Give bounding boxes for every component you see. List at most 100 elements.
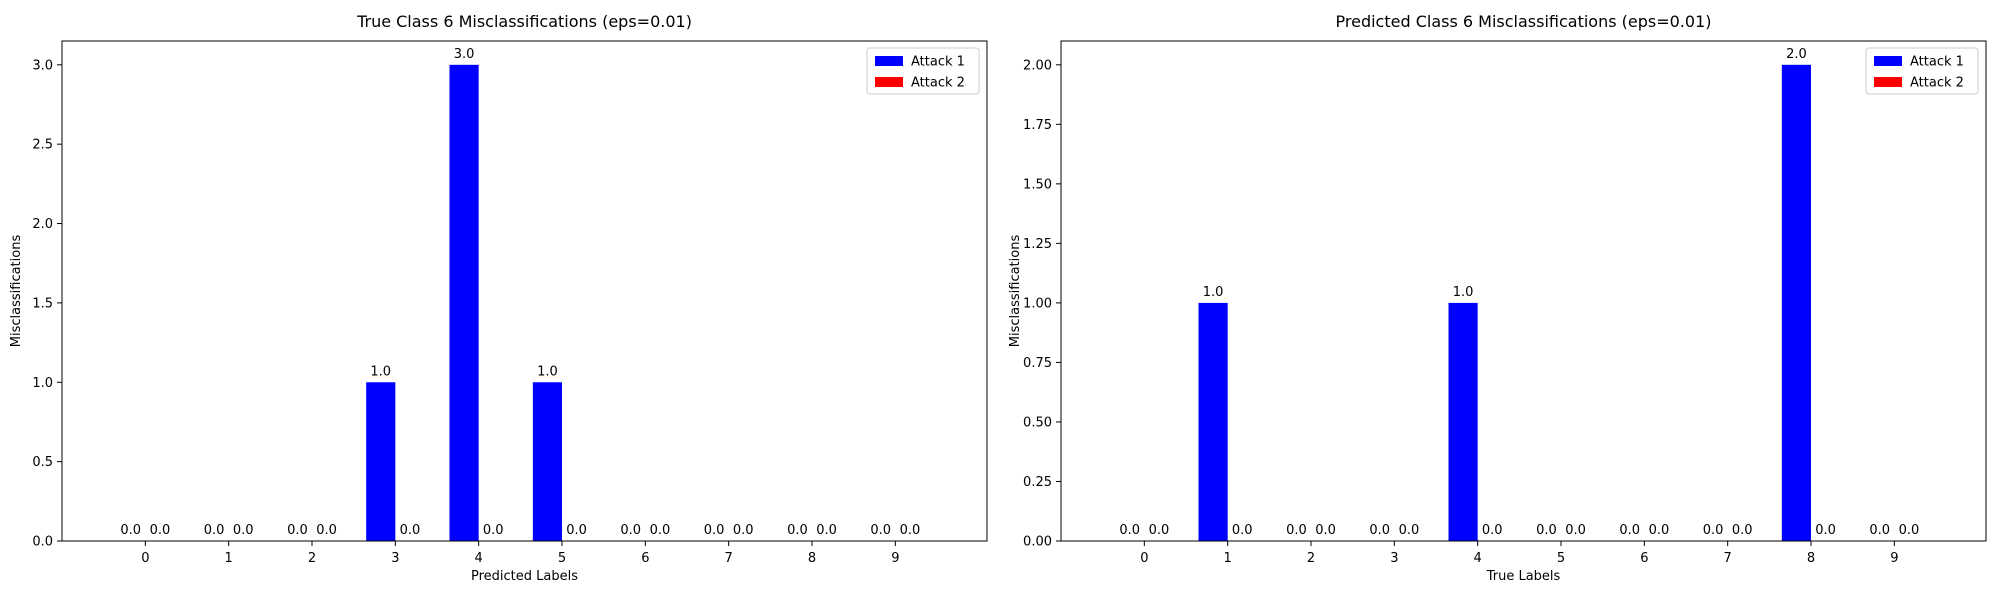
legend-label: Attack 2 xyxy=(1910,76,1964,91)
bar-value-label: 0.0 xyxy=(816,523,837,538)
y-tick-label: 1.50 xyxy=(1023,177,1052,192)
x-tick-label: 0 xyxy=(1140,551,1148,566)
bar-attack-1-3 xyxy=(366,382,396,541)
bar-attack-1-1 xyxy=(1198,302,1228,541)
y-tick-label: 0.00 xyxy=(1023,535,1052,550)
y-tick-label: 2.0 xyxy=(32,217,53,232)
bar-value-label: 0.0 xyxy=(1149,523,1170,538)
bar-value-label: 0.0 xyxy=(204,523,225,538)
bar-value-label: 1.0 xyxy=(537,364,558,379)
y-tick-label: 1.00 xyxy=(1023,296,1052,311)
x-tick-label: 7 xyxy=(1724,551,1732,566)
bar-value-label: 0.0 xyxy=(704,523,725,538)
y-tick-label: 0.75 xyxy=(1023,356,1052,371)
x-tick-label: 6 xyxy=(1640,551,1648,566)
bar-value-label: 0.0 xyxy=(1565,523,1586,538)
x-axis-label: Predicted Labels xyxy=(471,569,578,584)
x-tick-label: 1 xyxy=(225,551,233,566)
y-tick-label: 0.0 xyxy=(32,535,53,550)
x-tick-label: 0 xyxy=(141,551,149,566)
bar-value-label: 0.0 xyxy=(400,523,421,538)
bar-value-label: 0.0 xyxy=(1619,523,1640,538)
y-tick-label: 0.50 xyxy=(1023,415,1052,430)
y-tick-label: 1.0 xyxy=(32,376,53,391)
legend-label: Attack 1 xyxy=(911,55,965,70)
bar-value-label: 0.0 xyxy=(287,523,308,538)
x-tick-label: 4 xyxy=(475,551,483,566)
x-tick-label: 6 xyxy=(641,551,649,566)
bar-attack-1-5 xyxy=(532,382,562,541)
bar-value-label: 0.0 xyxy=(620,523,641,538)
y-tick-label: 1.5 xyxy=(32,296,53,311)
bar-value-label: 0.0 xyxy=(150,523,171,538)
x-tick-label: 8 xyxy=(808,551,816,566)
bar-value-label: 0.0 xyxy=(1286,523,1307,538)
bar-value-label: 1.0 xyxy=(1203,285,1224,300)
x-tick-label: 4 xyxy=(1474,551,1482,566)
bar-value-label: 0.0 xyxy=(1899,523,1920,538)
bar-value-label: 0.0 xyxy=(787,523,808,538)
chart-title: Predicted Class 6 Misclassifications (ep… xyxy=(1336,12,1712,31)
bar-value-label: 0.0 xyxy=(120,523,141,538)
x-tick-label: 9 xyxy=(1890,551,1898,566)
y-tick-label: 0.25 xyxy=(1023,475,1052,490)
bar-value-label: 0.0 xyxy=(1815,523,1836,538)
legend-swatch xyxy=(875,77,903,87)
bar-value-label: 0.0 xyxy=(1315,523,1336,538)
y-tick-label: 2.5 xyxy=(32,138,53,153)
plot-frame xyxy=(1060,40,1987,542)
y-tick-label: 1.75 xyxy=(1023,118,1052,133)
bar-value-label: 0.0 xyxy=(1232,523,1253,538)
x-axis-label: True Labels xyxy=(1486,569,1561,584)
bar-value-label: 0.0 xyxy=(1482,523,1503,538)
y-tick-label: 2.00 xyxy=(1023,58,1052,73)
bar-attack-1-8 xyxy=(1781,64,1811,541)
legend: Attack 1 Attack 2 xyxy=(866,47,980,95)
x-tick-label: 3 xyxy=(1390,551,1398,566)
bar-value-label: 0.0 xyxy=(1119,523,1140,538)
y-tick-label: 0.5 xyxy=(32,455,53,470)
legend-swatch xyxy=(875,56,903,66)
y-tick-label: 3.0 xyxy=(32,58,53,73)
bar-value-label: 0.0 xyxy=(1649,523,1670,538)
bar-value-label: 0.0 xyxy=(566,523,587,538)
bar-attack-1-4 xyxy=(1448,302,1478,541)
legend-swatch xyxy=(1874,77,1902,87)
x-tick-label: 5 xyxy=(558,551,566,566)
bar-value-label: 0.0 xyxy=(316,523,337,538)
y-tick-label: 1.25 xyxy=(1023,237,1052,252)
bar-value-label: 0.0 xyxy=(1399,523,1420,538)
y-axis-label: Misclassifications xyxy=(1008,235,1023,348)
x-tick-label: 3 xyxy=(391,551,399,566)
chart-title: True Class 6 Misclassifications (eps=0.0… xyxy=(356,12,692,31)
bar-value-label: 0.0 xyxy=(1536,523,1557,538)
legend: Attack 1 Attack 2 xyxy=(1865,47,1979,95)
bar-value-label: 3.0 xyxy=(454,47,475,62)
x-tick-label: 8 xyxy=(1807,551,1815,566)
x-tick-label: 7 xyxy=(725,551,733,566)
bar-value-label: 0.0 xyxy=(233,523,254,538)
bar-value-label: 1.0 xyxy=(1453,285,1474,300)
x-tick-label: 5 xyxy=(1557,551,1565,566)
x-tick-label: 2 xyxy=(308,551,316,566)
legend-swatch xyxy=(1874,56,1902,66)
y-axis-label: Misclassifications xyxy=(9,235,24,348)
x-tick-label: 9 xyxy=(891,551,899,566)
bar-value-label: 0.0 xyxy=(1869,523,1890,538)
bar-value-label: 2.0 xyxy=(1786,47,1807,62)
bar-value-label: 0.0 xyxy=(1732,523,1753,538)
chart-panel-2: 0.01.00.0 0.01.00.0 0.0 0.02.00.00.0 0.0 0.0 0… xyxy=(1008,12,1987,584)
x-tick-label: 2 xyxy=(1307,551,1315,566)
bar-value-label: 0.0 xyxy=(733,523,754,538)
bar-value-label: 1.0 xyxy=(370,364,391,379)
plot-frame xyxy=(61,40,988,542)
bar-value-label: 0.0 xyxy=(870,523,891,538)
x-tick-label: 1 xyxy=(1224,551,1232,566)
legend-label: Attack 2 xyxy=(911,76,965,91)
legend-label: Attack 1 xyxy=(1910,55,1964,70)
bar-value-label: 0.0 xyxy=(900,523,921,538)
bar-value-label: 0.0 xyxy=(1369,523,1390,538)
bar-value-label: 0.0 xyxy=(483,523,504,538)
bar-value-label: 0.0 xyxy=(1703,523,1724,538)
